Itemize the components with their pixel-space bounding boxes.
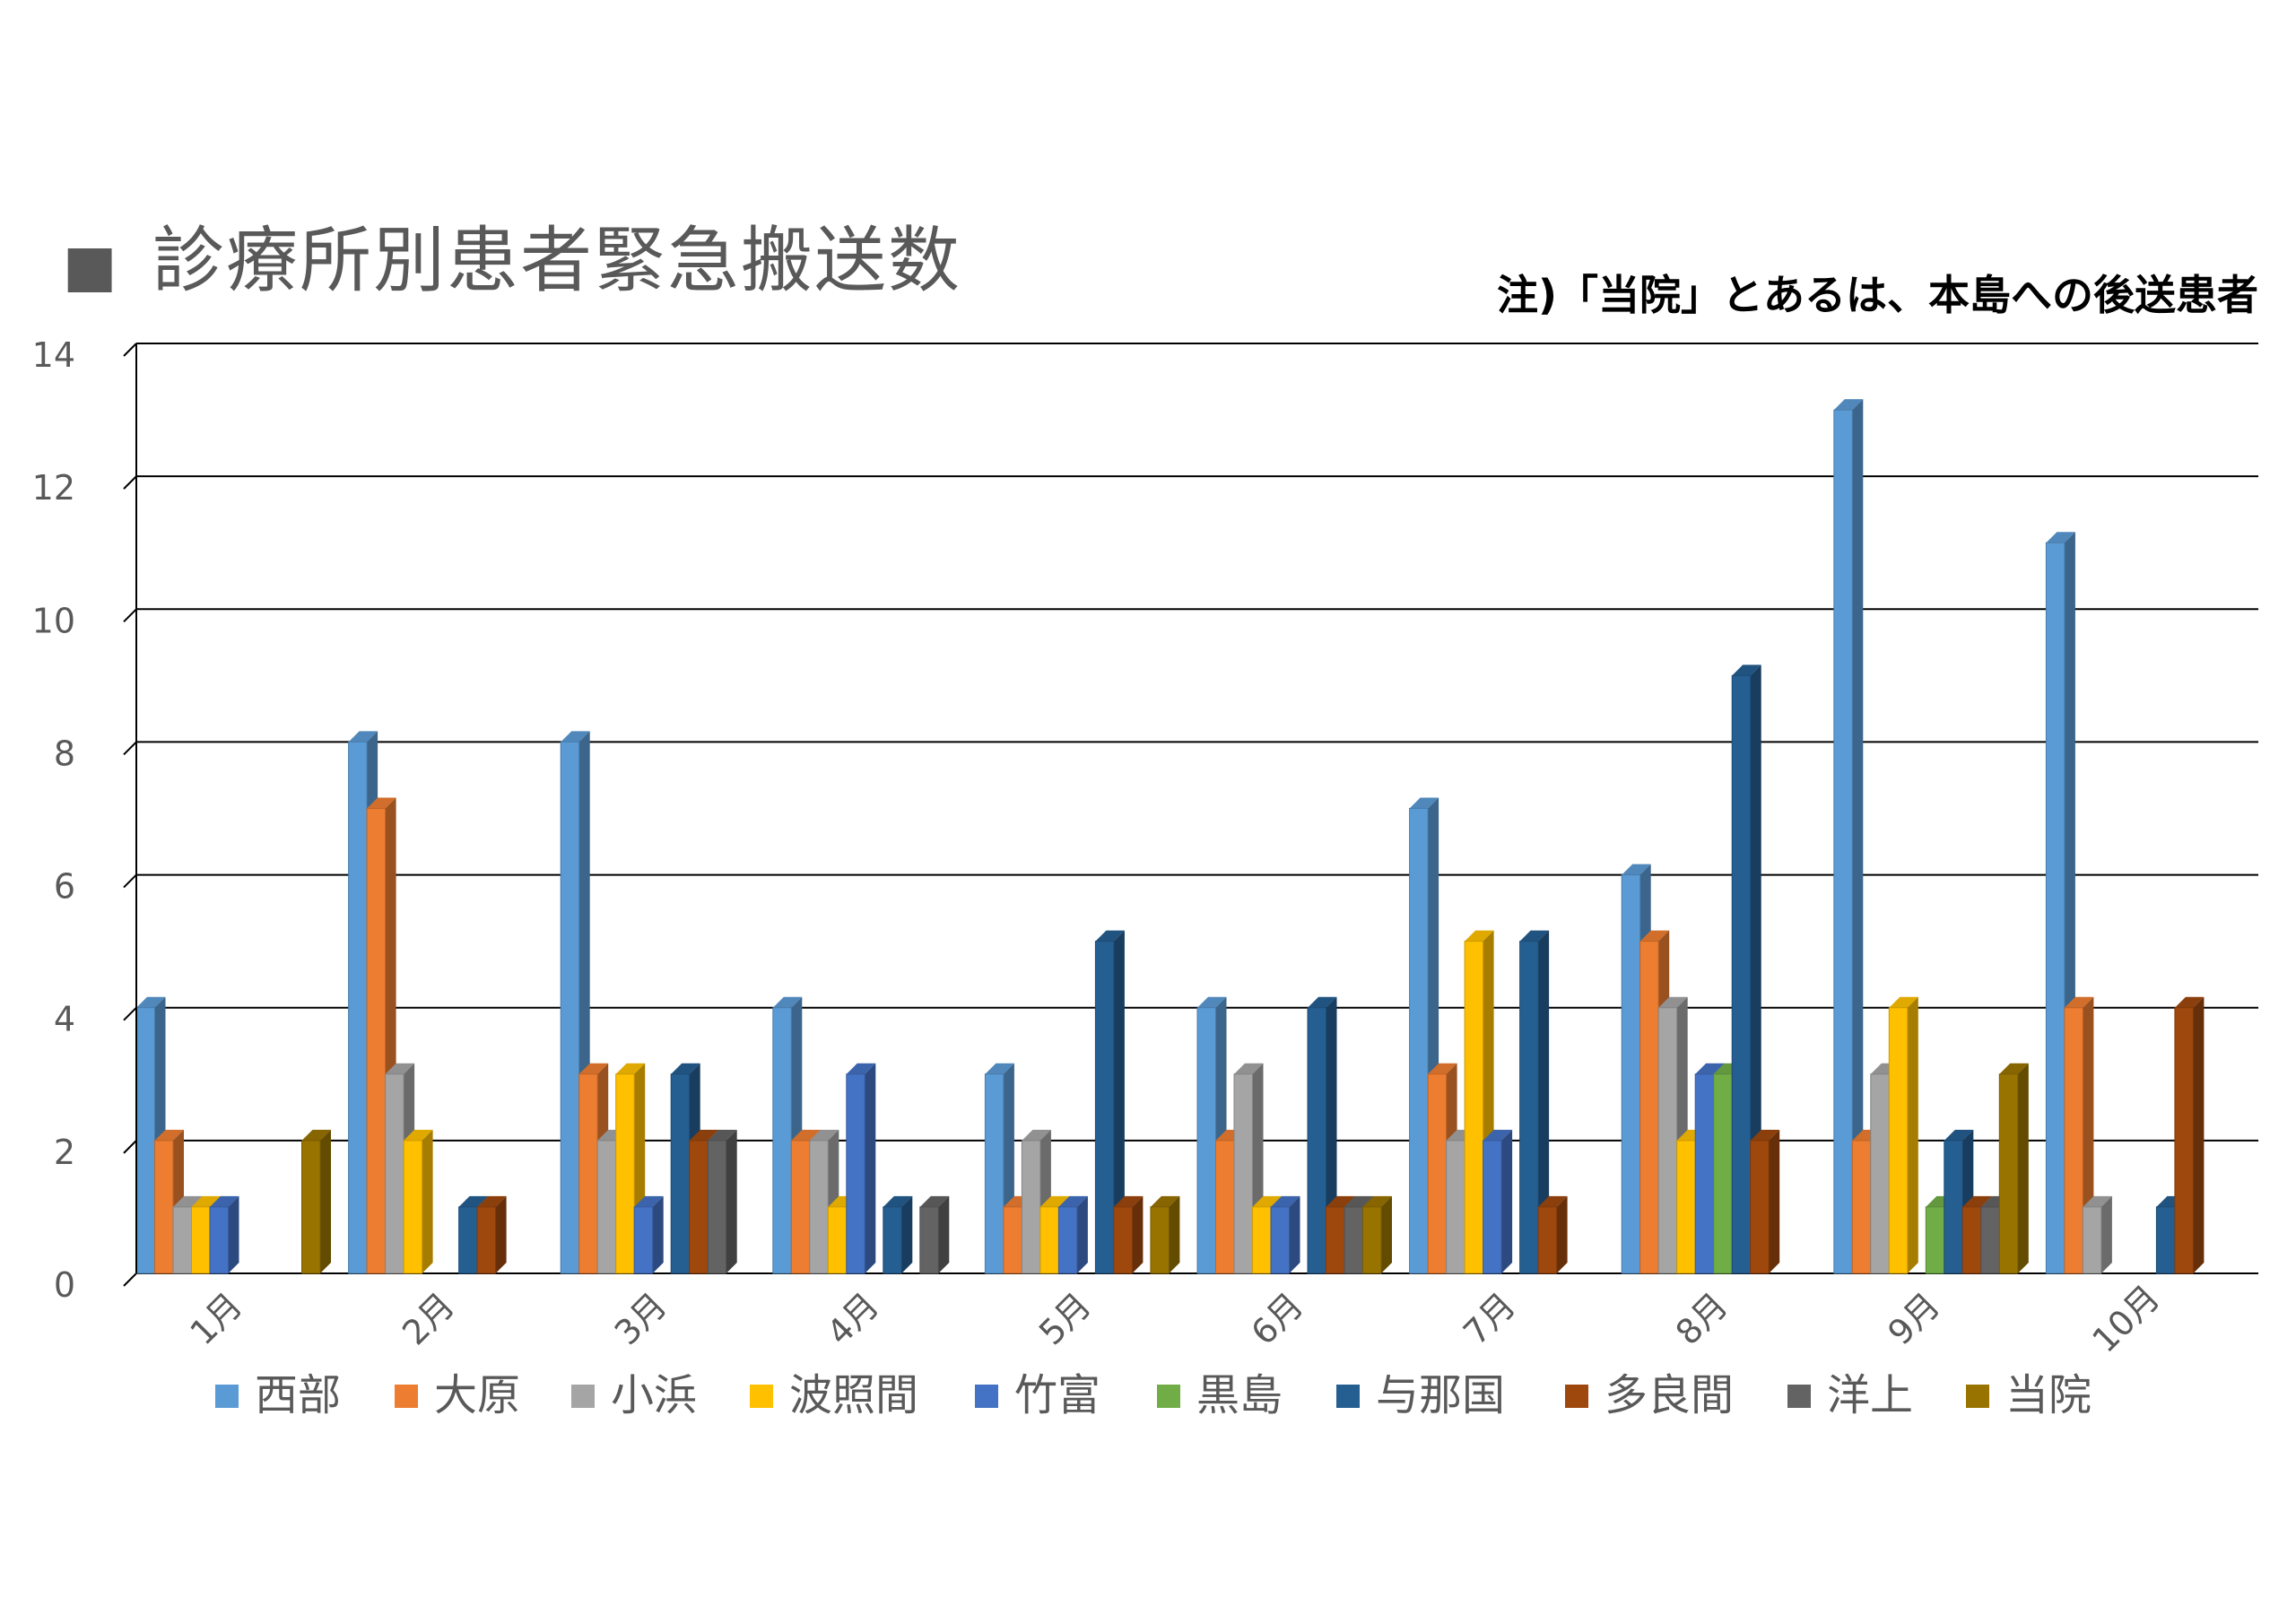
- legend-swatch: [571, 1385, 595, 1408]
- y-tick-label: 10: [32, 601, 75, 640]
- legend-label: 与那国: [1376, 1370, 1505, 1420]
- legend-swatch: [975, 1385, 998, 1408]
- bar: [1750, 1129, 1780, 1274]
- legend-label: 西部: [255, 1370, 341, 1420]
- bar: [883, 1195, 913, 1274]
- legend-label: 大原: [434, 1370, 520, 1420]
- bar: [919, 1195, 950, 1274]
- legend-swatch: [1157, 1385, 1180, 1408]
- bar: [1731, 664, 1761, 1274]
- gridline-depth: [123, 1272, 137, 1287]
- bar: [1537, 1195, 1568, 1274]
- legend-label: 波照間: [789, 1370, 918, 1420]
- legend-swatch: [1565, 1385, 1588, 1408]
- bar: [1057, 1195, 1088, 1274]
- chart-title: 診療所別患者緊急搬送数: [152, 219, 961, 302]
- bar: [209, 1195, 239, 1274]
- bar: [476, 1195, 507, 1274]
- gridline-depth: [123, 873, 137, 889]
- title-square-icon: ■: [63, 233, 117, 300]
- bar: [1150, 1195, 1180, 1274]
- bar: [2174, 996, 2205, 1274]
- legend-label: 黒島: [1196, 1370, 1283, 1420]
- legend-item: 多良間: [1565, 1370, 1734, 1420]
- bar: [1113, 1195, 1144, 1274]
- legend-swatch: [1787, 1385, 1811, 1408]
- bar: [1888, 996, 1918, 1274]
- y-tick-label: 14: [32, 335, 75, 375]
- bar: [1998, 1063, 2029, 1274]
- legend-swatch: [395, 1385, 418, 1408]
- bar: [1094, 930, 1125, 1274]
- legend-label: 当院: [2005, 1370, 2092, 1420]
- gridline-depth: [123, 475, 137, 490]
- legend-item: 西部: [215, 1370, 341, 1420]
- bar: [1270, 1195, 1300, 1274]
- legend-item: 洋上: [1787, 1370, 1913, 1420]
- bar: [846, 1063, 876, 1274]
- gridline-depth: [123, 608, 137, 622]
- bar: [1833, 399, 1864, 1274]
- bar: [707, 1129, 737, 1274]
- legend-item: 波照間: [750, 1370, 918, 1420]
- legend-item: 小浜: [571, 1370, 697, 1420]
- bar: [1519, 930, 1550, 1274]
- y-tick-label: 4: [54, 1000, 75, 1039]
- bar: [1483, 1129, 1513, 1274]
- bars: [135, 399, 2205, 1274]
- legend-swatch: [1336, 1385, 1360, 1408]
- gridline-depth: [123, 1007, 137, 1021]
- legend-item: 黒島: [1157, 1370, 1283, 1420]
- bar: [403, 1129, 433, 1274]
- legend-label: 多良間: [1605, 1370, 1734, 1420]
- y-tick-label: 2: [54, 1133, 75, 1172]
- chart-note: 注)「当院」とあるは、本島への後送患者: [1497, 271, 2258, 319]
- y-tick-label: 8: [54, 734, 75, 773]
- bar: [301, 1129, 331, 1274]
- y-tick-label: 0: [54, 1265, 75, 1305]
- bar: [633, 1195, 664, 1274]
- gridline-depth: [123, 1140, 137, 1154]
- legend-item: 大原: [395, 1370, 520, 1420]
- bar: [1362, 1195, 1392, 1274]
- legend-item: 当院: [1966, 1370, 2092, 1420]
- gridline-depth: [123, 741, 137, 756]
- legend-item: 与那国: [1336, 1370, 1505, 1420]
- legend-label: 小浜: [611, 1370, 697, 1420]
- legend: 西部 大原 小浜 波照間 竹富 黒島 与那国 多良間 洋上 当院: [215, 1370, 2092, 1420]
- legend-label: 洋上: [1827, 1370, 1913, 1420]
- legend-label: 竹富: [1014, 1370, 1100, 1420]
- bar: [2082, 1195, 2112, 1274]
- legend-swatch: [1966, 1385, 1989, 1408]
- legend-swatch: [215, 1385, 239, 1408]
- legend-swatch: [750, 1385, 773, 1408]
- y-tick-label: 6: [54, 867, 75, 907]
- bar: [560, 731, 590, 1274]
- legend-item: 竹富: [975, 1370, 1100, 1420]
- y-tick-label: 12: [32, 468, 75, 508]
- gridline-depth: [123, 343, 137, 357]
